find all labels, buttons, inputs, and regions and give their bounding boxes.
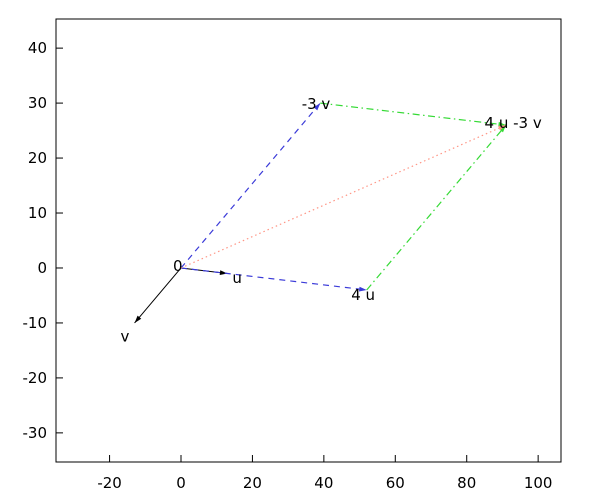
- point-label: u: [232, 269, 242, 287]
- vector-line-top-edge: [320, 102, 507, 126]
- vector-arrowhead-right-edge: [499, 125, 506, 133]
- x-tick-label: 40: [314, 474, 333, 492]
- point-label: 4 u: [351, 286, 375, 304]
- y-tick-label: 0: [37, 259, 47, 277]
- vectors-layer: [134, 102, 507, 324]
- labels-layer: 0 u v -3 v 4 u 4 u -3 v: [120, 95, 541, 345]
- x-tick-label: 80: [457, 474, 476, 492]
- x-tick-label: 0: [176, 474, 186, 492]
- y-tick-label: -30: [23, 424, 48, 442]
- plot-border: [55, 18, 562, 463]
- vector-line-right-edge: [366, 124, 507, 291]
- y-tick-label: 10: [28, 204, 47, 222]
- axes-layer: -20 0 20 40 60 80 100 -30 -20 -10 0 10 20 30 40: [23, 18, 562, 492]
- y-tick-label: -10: [23, 314, 48, 332]
- vector-arrowhead-diagonal-sum: [498, 125, 506, 131]
- vector-line-diagonal-sum: [180, 124, 507, 269]
- x-tick-label: 100: [524, 474, 553, 492]
- y-tick-label: 30: [28, 94, 47, 112]
- vector-arrowhead-minus-3v: [313, 103, 321, 111]
- y-tick-label: -20: [23, 369, 48, 387]
- point-label: 4 u -3 v: [485, 114, 542, 132]
- y-tick-label: 40: [28, 39, 47, 57]
- point-label: 0: [173, 257, 183, 275]
- x-tick-label: 20: [243, 474, 262, 492]
- vector-arrowhead-v: [134, 315, 142, 323]
- point-label: v: [120, 328, 129, 346]
- vector-line-v: [134, 267, 182, 324]
- y-tick-label: 20: [28, 149, 47, 167]
- x-tick-label: -20: [97, 474, 122, 492]
- vector-line-4u: [180, 267, 367, 291]
- point-label: -3 v: [302, 95, 331, 113]
- x-tick-label: 60: [386, 474, 405, 492]
- vector-arrowhead-4u: [358, 286, 367, 292]
- vector-arrowhead-u: [219, 270, 228, 275]
- vector-line-minus-3v: [180, 102, 321, 269]
